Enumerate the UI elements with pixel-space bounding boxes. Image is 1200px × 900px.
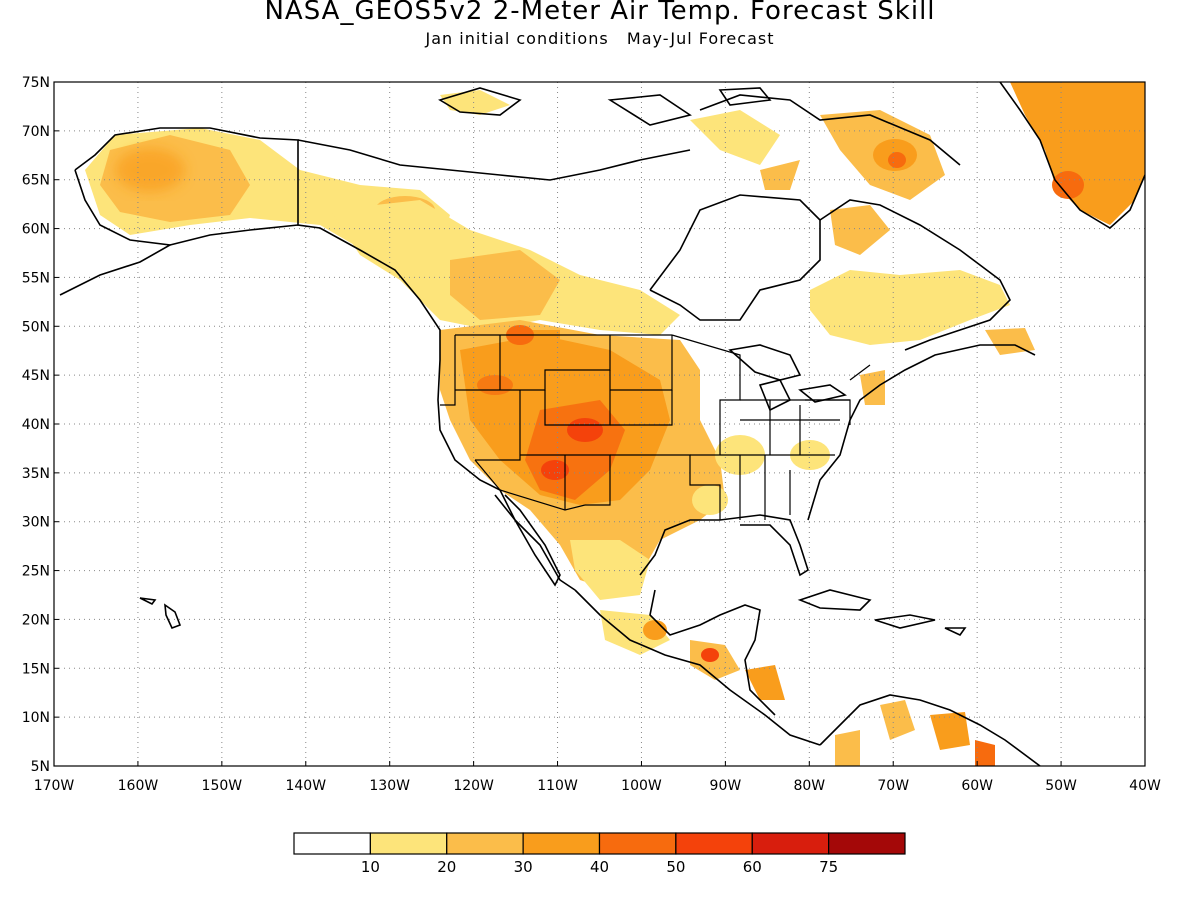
colorbar-swatch xyxy=(598,832,677,855)
lat-tick-label: 30N xyxy=(22,515,50,531)
lon-tick-label: 60W xyxy=(961,778,993,794)
colorbar-label: 10 xyxy=(361,858,380,876)
lon-tick-label: 140W xyxy=(285,778,326,794)
lat-tick-label: 65N xyxy=(22,173,50,189)
colorbar: 10 20 30 40 50 60 75 xyxy=(293,832,906,876)
coastlines xyxy=(59,82,1145,766)
lon-tick-label: 120W xyxy=(453,778,494,794)
lon-tick-label: 40W xyxy=(1129,778,1161,794)
lat-tick-label: 55N xyxy=(22,270,50,286)
colorbar-label: 75 xyxy=(819,858,838,876)
colorbar-swatch xyxy=(522,832,601,855)
colorbar-label: 40 xyxy=(590,858,609,876)
lat-tick-label: 40N xyxy=(22,417,50,433)
colorbar-swatch xyxy=(751,832,830,855)
colorbar-swatch xyxy=(675,832,753,855)
colorbar-label: 30 xyxy=(514,858,533,876)
map-title: NASA_GEOS5v2 2-Meter Air Temp. Forecast … xyxy=(264,0,936,26)
lat-tick-label: 25N xyxy=(22,564,50,580)
colorbar-label: 60 xyxy=(743,858,762,876)
lon-tick-label: 90W xyxy=(710,778,742,794)
map-subtitle: Jan initial conditions May-Jul Forecast xyxy=(425,29,775,48)
lat-tick-label: 75N xyxy=(22,75,50,91)
lat-tick-label: 35N xyxy=(22,466,50,482)
colorbar-swatch xyxy=(293,832,371,855)
colorbar-swatch xyxy=(369,832,448,855)
state-borders xyxy=(440,334,871,520)
lon-tick-label: 100W xyxy=(621,778,662,794)
lat-tick-label: 70N xyxy=(22,124,50,140)
lon-tick-label: 160W xyxy=(118,778,159,794)
lon-tick-label: 150W xyxy=(202,778,243,794)
lon-tick-label: 80W xyxy=(793,778,825,794)
lat-tick-label: 5N xyxy=(31,759,50,775)
longitude-axis: 170W 160W 150W 140W 130W 120W 110W 100W 90W 80W 70… xyxy=(34,761,1161,794)
lat-tick-label: 10N xyxy=(22,710,50,726)
colorbar-swatch xyxy=(828,832,906,855)
lat-tick-label: 45N xyxy=(22,368,50,384)
lat-tick-label: 50N xyxy=(22,319,50,335)
lat-tick-label: 60N xyxy=(22,222,50,238)
lon-tick-label: 170W xyxy=(34,778,75,794)
lat-tick-label: 15N xyxy=(22,661,50,677)
colorbar-label: 50 xyxy=(666,858,685,876)
colorbar-swatch xyxy=(446,832,524,855)
lon-tick-label: 110W xyxy=(537,778,578,794)
lat-tick-label: 20N xyxy=(22,612,50,628)
lon-tick-label: 130W xyxy=(369,778,410,794)
colorbar-label: 20 xyxy=(437,858,456,876)
lon-tick-label: 70W xyxy=(877,778,909,794)
lon-tick-label: 50W xyxy=(1045,778,1077,794)
latitude-axis: 75N 70N 65N 60N 55N 50N 45N 40N 35N 30N 25N 20N 15N 1… xyxy=(22,75,59,775)
